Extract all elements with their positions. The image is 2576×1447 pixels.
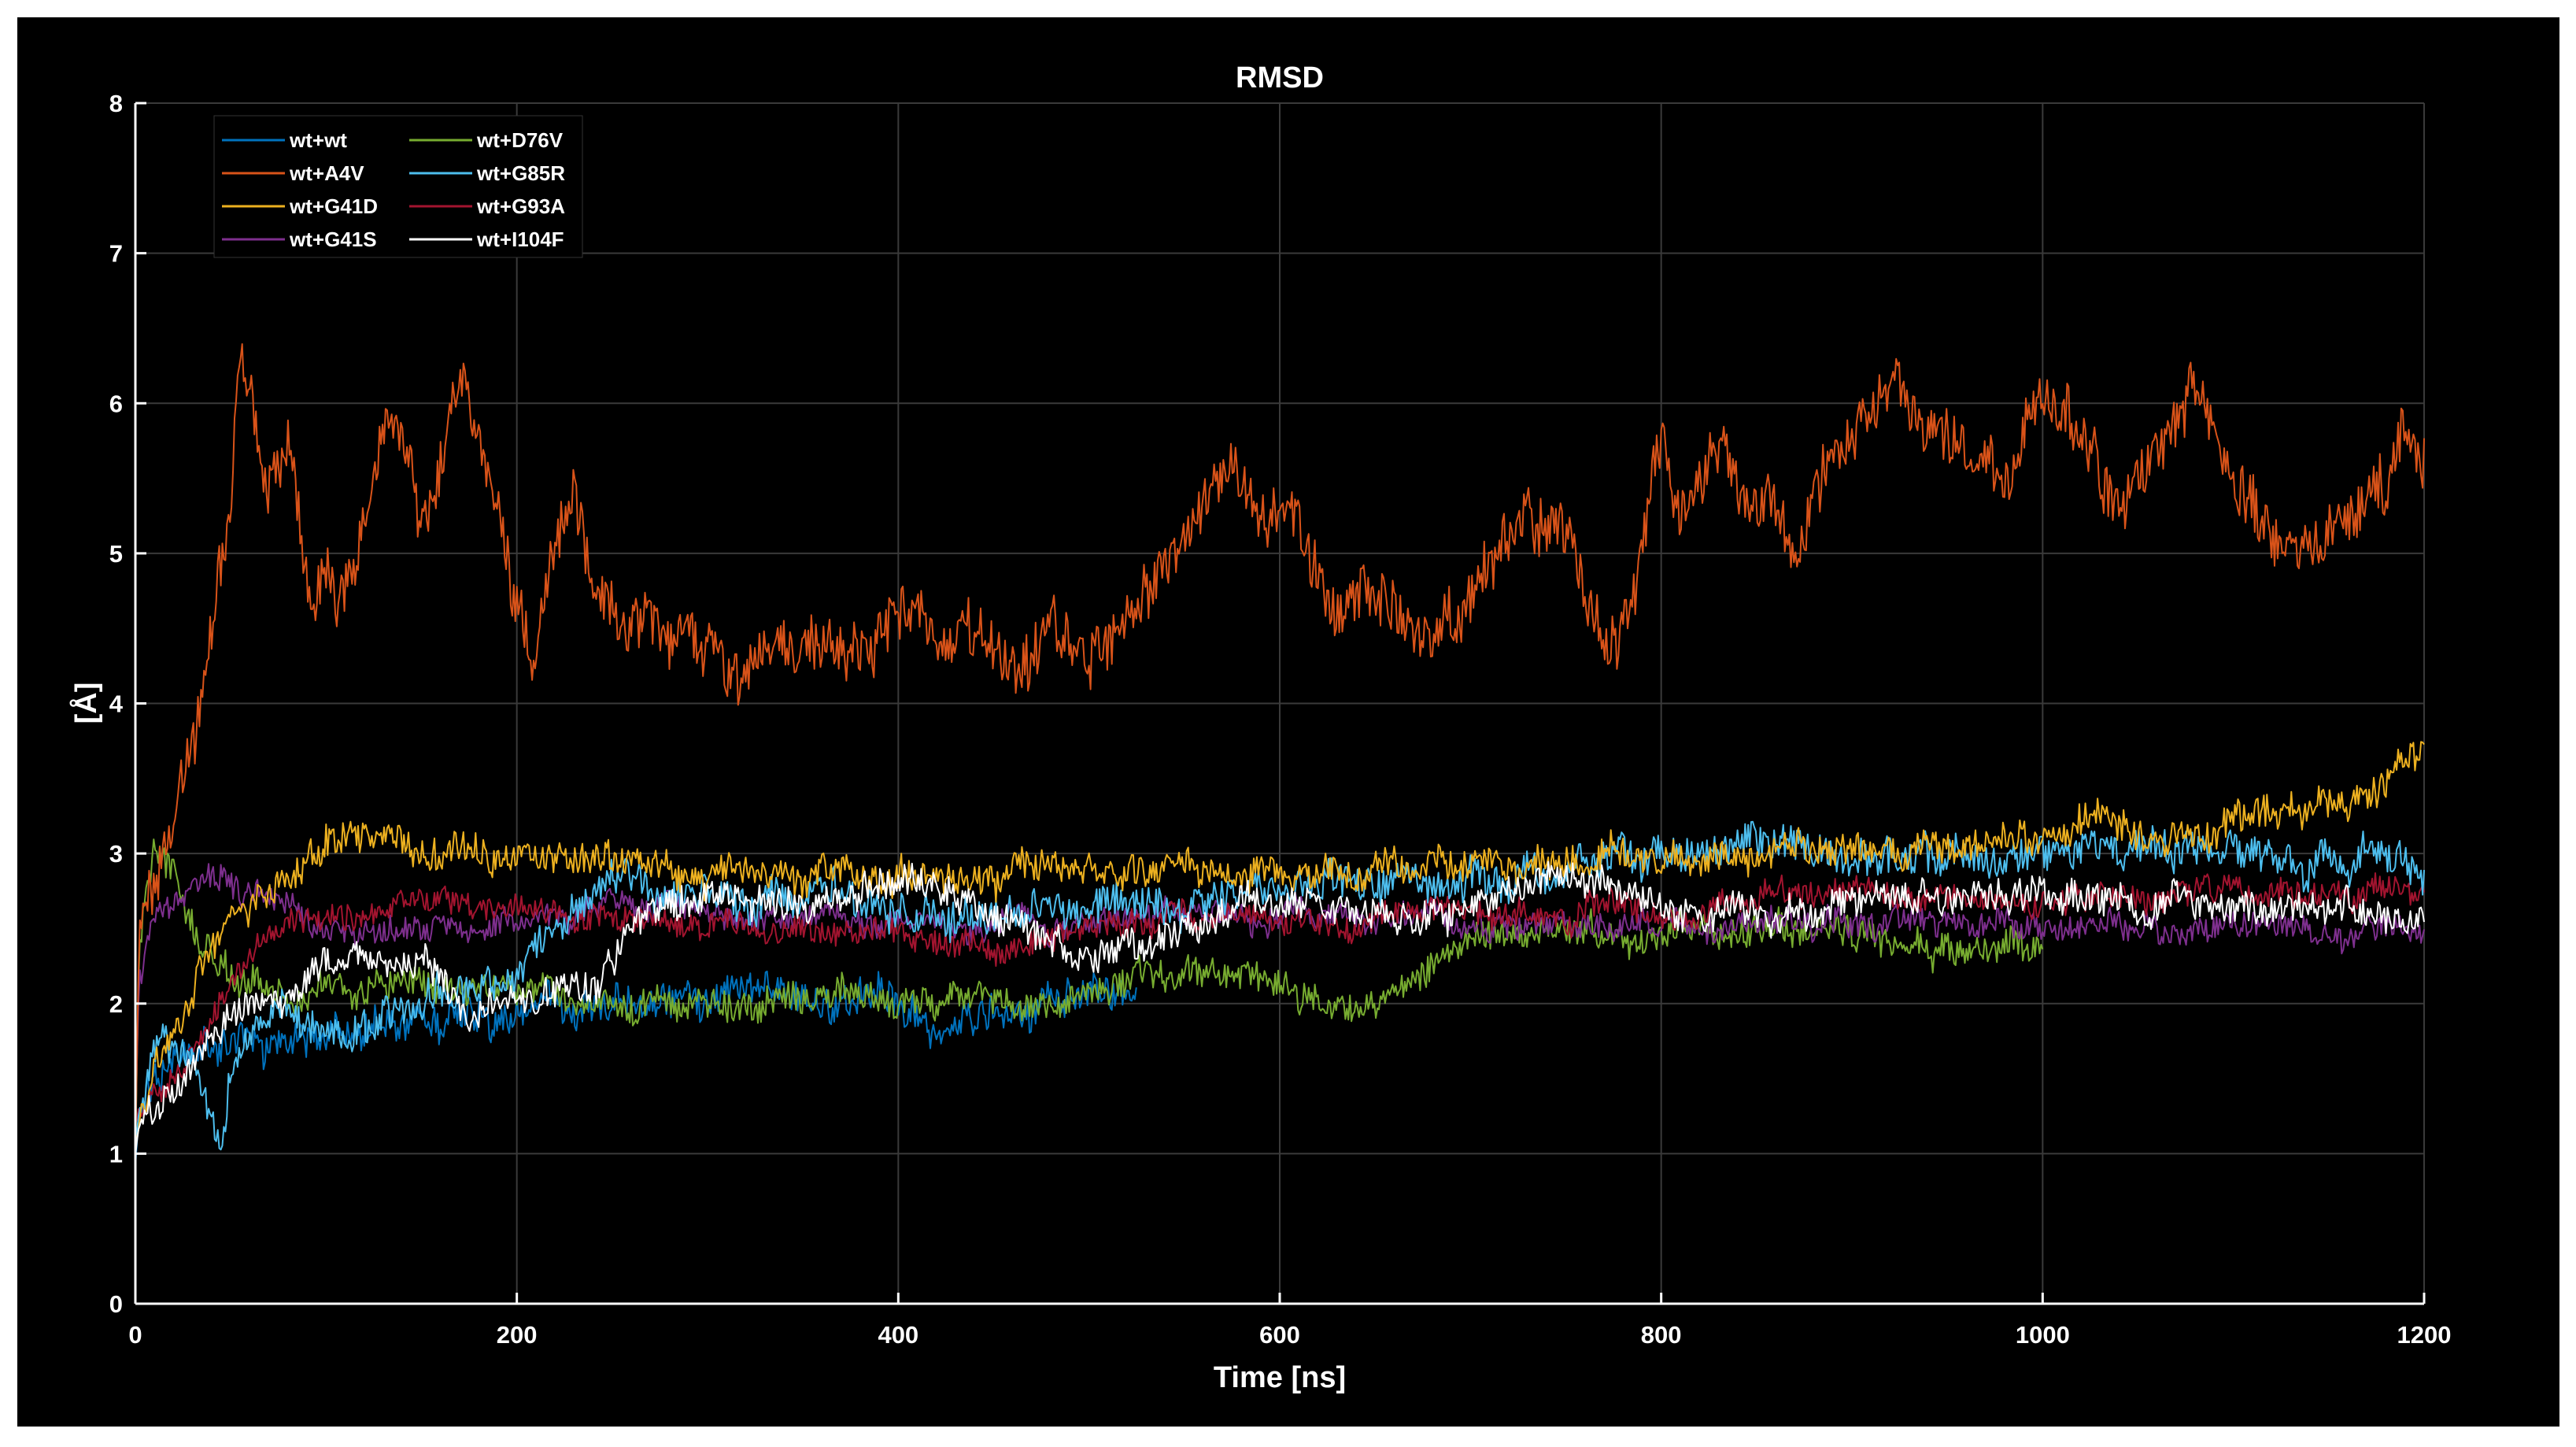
x-tick-label: 0 xyxy=(128,1321,142,1349)
x-tick-label: 600 xyxy=(1259,1321,1300,1349)
y-tick-label: 2 xyxy=(109,990,123,1018)
y-tick-label: 8 xyxy=(109,90,123,117)
y-tick-label: 7 xyxy=(109,240,123,268)
legend-entry-label: wt+G41D xyxy=(289,194,378,218)
series-lines xyxy=(135,343,2425,1166)
y-tick-label: 4 xyxy=(109,690,124,718)
series-line-wt-a4v xyxy=(135,343,2425,1153)
y-tick-label: 5 xyxy=(109,540,123,568)
y-tick-label: 0 xyxy=(109,1290,123,1318)
x-axis-label: Time [ns] xyxy=(1214,1361,1346,1394)
legend-entry-label: wt+G93A xyxy=(476,194,565,218)
legend-entry-label: wt+I104F xyxy=(476,228,564,251)
legend-entry-label: wt+D76V xyxy=(476,128,564,152)
x-tick-label: 800 xyxy=(1641,1321,1682,1349)
x-tick-label: 200 xyxy=(497,1321,538,1349)
y-tick-label: 1 xyxy=(109,1140,123,1168)
y-tick-label: 6 xyxy=(109,390,123,417)
tick-labels: 0 200 400 600 800 1000 1200 0 1 2 3 4 5 6 7 8 xyxy=(109,90,2452,1349)
x-tick-label: 400 xyxy=(878,1321,918,1349)
series-line-wt-g41d xyxy=(135,741,2425,1153)
legend-entry-label: wt+wt xyxy=(289,128,347,152)
legend-entry-label: wt+G41S xyxy=(289,228,377,251)
legend-entry-label: wt+A4V xyxy=(289,161,364,185)
legend-entry-label: wt+G85R xyxy=(476,161,565,185)
series-line-wt-g93a xyxy=(135,872,2425,1123)
x-tick-label: 1200 xyxy=(2397,1321,2452,1349)
series-line-wt-i104f xyxy=(135,860,2425,1157)
chart-title: RMSD xyxy=(1236,61,1324,94)
legend: wt+wt wt+A4V wt+G41D wt+G41S wt+D76V wt+G85R w… xyxy=(213,115,583,258)
series-line-wt-d76v xyxy=(135,838,2044,1156)
y-tick-label: 3 xyxy=(109,840,123,868)
y-axis-label: [Å] xyxy=(68,683,103,724)
x-tick-label: 1000 xyxy=(2016,1321,2070,1349)
